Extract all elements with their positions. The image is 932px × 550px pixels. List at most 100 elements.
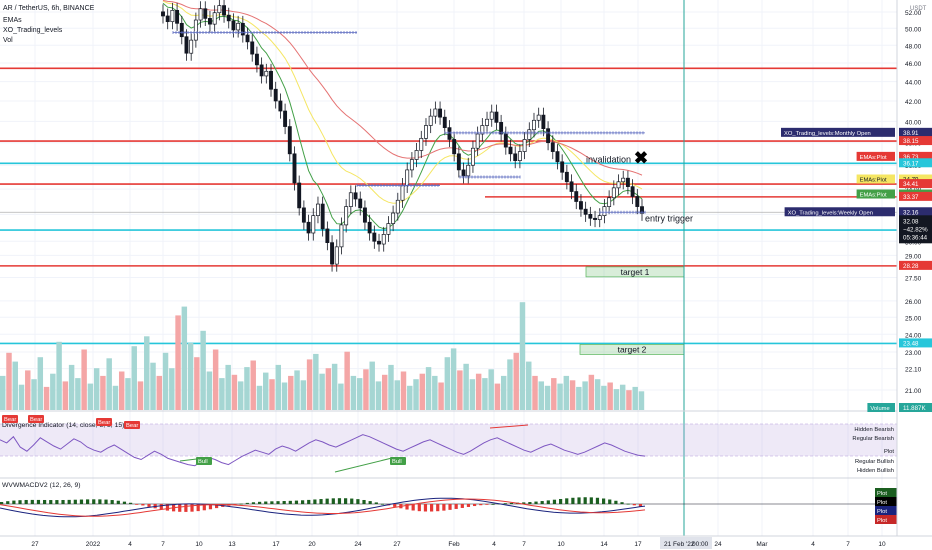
candle-body [400,185,405,201]
candle [508,139,513,162]
volume-bar [237,381,244,410]
time-tick-label: 13 [228,541,236,548]
volume-bar [300,380,307,410]
volume-bar [626,390,632,410]
price-label-box [899,136,932,146]
candle-body [165,15,170,23]
macd-histogram-bar [540,501,544,504]
macd-histogram-bar [454,504,458,509]
volume-bar [250,360,256,410]
candle-body [245,34,250,43]
divergence-badge-label: Bull [198,459,208,465]
macd-histogram-bar [245,502,249,504]
candle [456,146,461,178]
macd-histogram-bar [282,501,286,504]
price-label-name: EMAs:Plot [860,155,887,161]
candle-body [381,234,386,245]
volume-bar [87,383,94,410]
candle-body [593,217,597,220]
volume-bar [175,315,181,410]
candle-body [503,133,508,148]
macd-histogram-bar [589,497,593,504]
candle [278,93,283,119]
candle-body [625,177,630,187]
volume-bar [200,330,206,410]
macd-histogram-bar [165,504,170,511]
macd-histogram-bar [92,499,96,504]
volume-bar [275,364,281,410]
candle [579,194,583,217]
rsi-label-name: Hidden Bullish [857,468,894,474]
candle [536,107,541,128]
macd-histogram-bar [208,504,213,510]
macd-histogram-bar [522,502,526,504]
candle-body [428,115,433,126]
candle-body [391,212,396,224]
macd-histogram-bar [577,497,581,504]
volume-bar [381,374,388,410]
macd-histogram-bar [466,504,471,507]
candle [630,179,635,205]
volume-bar [419,373,426,410]
candle-body [560,161,565,173]
candle [283,103,288,135]
candle-body [546,128,551,144]
price-tick-label: 40.00 [905,119,922,126]
time-tick-label: 24 [354,541,362,548]
time-tick-label: Mar [756,541,768,548]
candle [395,192,400,221]
volume-bar [12,361,18,410]
candle [466,157,471,184]
price-tick-label: 23.00 [905,350,922,357]
candle-body [161,11,165,17]
volume-bar [356,378,363,410]
macd-histogram-bar [61,499,65,504]
macd-histogram-bar [215,504,219,509]
volume-bar [194,357,200,410]
indicator-name: XO_Trading_levels [3,27,63,34]
time-axis[interactable] [0,536,932,550]
time-tick-label: 7 [161,541,165,548]
divergence-badge-label: Bear [98,420,110,426]
candle-body [494,111,499,123]
macd-histogram-bar [43,499,47,504]
candle [231,13,236,38]
candle-body [522,139,527,152]
macd-histogram-bar [417,504,421,512]
volume-bar [532,375,538,410]
macd-histogram-bar [12,500,16,504]
candle-body [541,114,546,130]
target1-label: target 1 [621,267,650,277]
candle [316,196,320,224]
macd-histogram-bar [110,500,114,504]
time-tick-label: 2022 [86,541,101,548]
candle-body [254,53,259,66]
candle [175,2,180,31]
volume-bar [319,373,325,410]
macd-histogram-bar [104,499,108,504]
price-label: 38.15 [899,136,932,146]
price-label: EMAs:Plot 36.73 [856,151,932,161]
candle [259,57,264,84]
candle [377,233,381,252]
volume-bar [0,375,6,410]
macd-histogram-bar [36,499,41,504]
volume-bar [325,368,332,410]
candle [438,101,443,125]
candle-body [273,88,278,102]
candle-body [635,196,640,207]
candle [461,162,466,184]
candle-body [480,125,485,135]
macd-histogram-bar [473,504,477,507]
price-unit-label: USDT [910,6,927,12]
macd-histogram-bar [583,497,587,504]
volume-bar [444,357,451,410]
price-label: 33.37 [899,191,932,201]
macd-histogram-bar [307,499,311,504]
candle-body [259,64,264,77]
candle [391,205,396,232]
price-axis[interactable] [897,0,932,550]
